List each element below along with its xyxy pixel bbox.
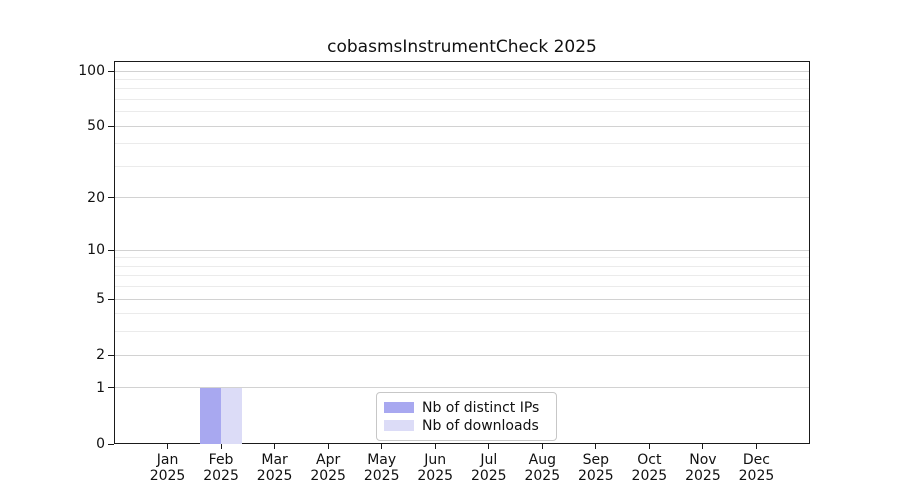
y-tick-label: 2 — [96, 347, 105, 364]
x-tick-label: Dec 2025 — [738, 452, 775, 484]
y-axis-tick — [108, 70, 114, 72]
y-tick-label: 1 — [96, 379, 105, 396]
x-axis-tick — [434, 444, 436, 449]
minor-gridline — [115, 275, 809, 277]
chart-title: cobasmsInstrumentCheck 2025 — [327, 37, 597, 57]
y-axis-tick — [108, 197, 114, 199]
minor-gridline — [115, 313, 809, 315]
y-tick-label: 100 — [78, 63, 105, 79]
x-tick-label: Feb 2025 — [203, 452, 239, 484]
y-axis-tick — [108, 298, 114, 300]
x-axis-tick — [274, 444, 276, 449]
x-tick-label: Jun 2025 — [417, 452, 454, 484]
legend-label-downloads: Nb of downloads — [422, 417, 539, 434]
legend: Nb of distinct IPs Nb of downloads — [376, 392, 557, 441]
plot-area — [114, 61, 810, 444]
x-axis-tick — [648, 444, 650, 449]
bar-nb-of-downloads-feb — [221, 387, 243, 444]
major-gridline — [115, 125, 809, 127]
y-axis-tick — [108, 443, 114, 445]
x-tick-label: Aug 2025 — [524, 452, 561, 484]
x-tick-label: Oct 2025 — [631, 452, 668, 484]
x-axis-tick — [488, 444, 490, 449]
major-gridline — [115, 197, 809, 199]
x-axis-tick — [381, 444, 383, 449]
y-tick-label: 10 — [87, 242, 105, 259]
minor-gridline — [115, 257, 809, 259]
x-tick-label: Jan 2025 — [149, 452, 186, 484]
x-tick-label: Apr 2025 — [310, 452, 346, 484]
y-tick-label: 5 — [96, 291, 105, 308]
x-tick-label: Nov 2025 — [685, 452, 721, 484]
minor-gridline — [115, 111, 809, 113]
x-axis-tick — [755, 444, 757, 449]
x-axis-tick — [702, 444, 704, 449]
minor-gridline — [115, 88, 809, 90]
legend-row-distinct-ips: Nb of distinct IPs — [384, 399, 547, 416]
minor-gridline — [115, 265, 809, 267]
legend-label-distinct-ips: Nb of distinct IPs — [422, 399, 540, 416]
x-tick-label: Sep 2025 — [578, 452, 614, 484]
major-gridline — [115, 387, 809, 389]
x-axis-tick — [167, 444, 169, 449]
minor-gridline — [115, 165, 809, 167]
legend-row-downloads: Nb of downloads — [384, 417, 547, 434]
minor-gridline — [115, 143, 809, 145]
minor-gridline — [115, 331, 809, 333]
major-gridline — [115, 298, 809, 300]
x-tick-label: Jul 2025 — [470, 452, 507, 484]
bar-nb-of-distinct-ips-feb — [199, 387, 222, 444]
y-tick-label: 50 — [87, 118, 105, 135]
y-axis-tick — [108, 387, 114, 389]
x-axis-tick — [220, 444, 222, 449]
major-gridline — [115, 354, 809, 356]
x-axis-tick — [595, 444, 597, 449]
legend-swatch-distinct-ips — [384, 402, 414, 413]
x-axis-tick — [327, 444, 329, 449]
y-axis-tick — [108, 249, 114, 251]
y-tick-label: 20 — [87, 189, 105, 206]
minor-gridline — [115, 98, 809, 100]
major-gridline — [115, 249, 809, 251]
x-axis-tick — [541, 444, 543, 449]
y-axis-tick — [108, 354, 114, 356]
major-gridline — [115, 70, 809, 72]
legend-swatch-downloads — [384, 420, 414, 431]
y-axis-tick — [108, 125, 114, 127]
x-tick-label: May 2025 — [363, 452, 400, 484]
minor-gridline — [115, 78, 809, 80]
x-tick-label: Mar 2025 — [256, 452, 293, 484]
minor-gridline — [115, 286, 809, 288]
y-tick-label: 0 — [96, 436, 105, 452]
